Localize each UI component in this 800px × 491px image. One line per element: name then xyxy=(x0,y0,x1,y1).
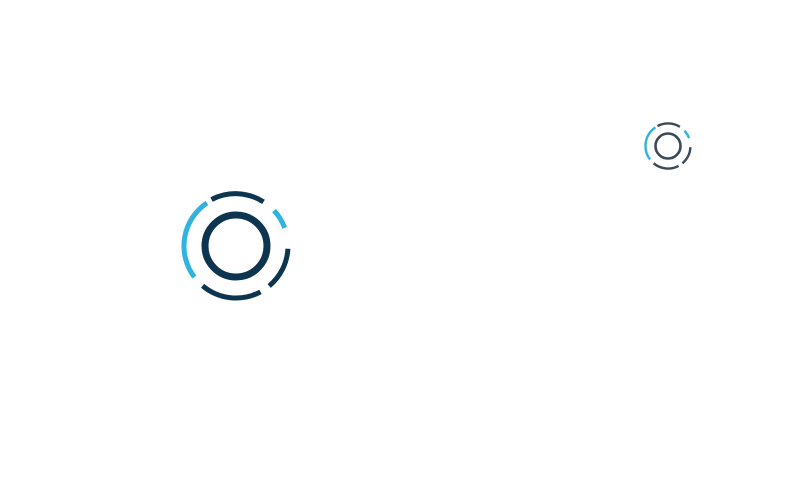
spinner-arc-right xyxy=(681,147,692,165)
loading-spinner-icon xyxy=(181,191,291,301)
spinner-arc-top xyxy=(656,122,681,128)
spinner-core-ring xyxy=(201,211,271,281)
spinner-core-ring xyxy=(654,132,682,160)
loading-spinner-icon xyxy=(644,122,692,170)
spinner-arc-right-accent xyxy=(683,129,691,139)
spinner-arc-top xyxy=(210,191,265,205)
spinner-arc-right xyxy=(267,248,291,288)
spinner-arc-bottom xyxy=(200,283,262,301)
spinner-arc-bottom xyxy=(652,162,680,170)
spinner-arc-left-accent xyxy=(181,200,209,279)
spinner-arc-right-accent xyxy=(272,208,288,229)
spinner-arc-left-accent xyxy=(644,126,657,161)
